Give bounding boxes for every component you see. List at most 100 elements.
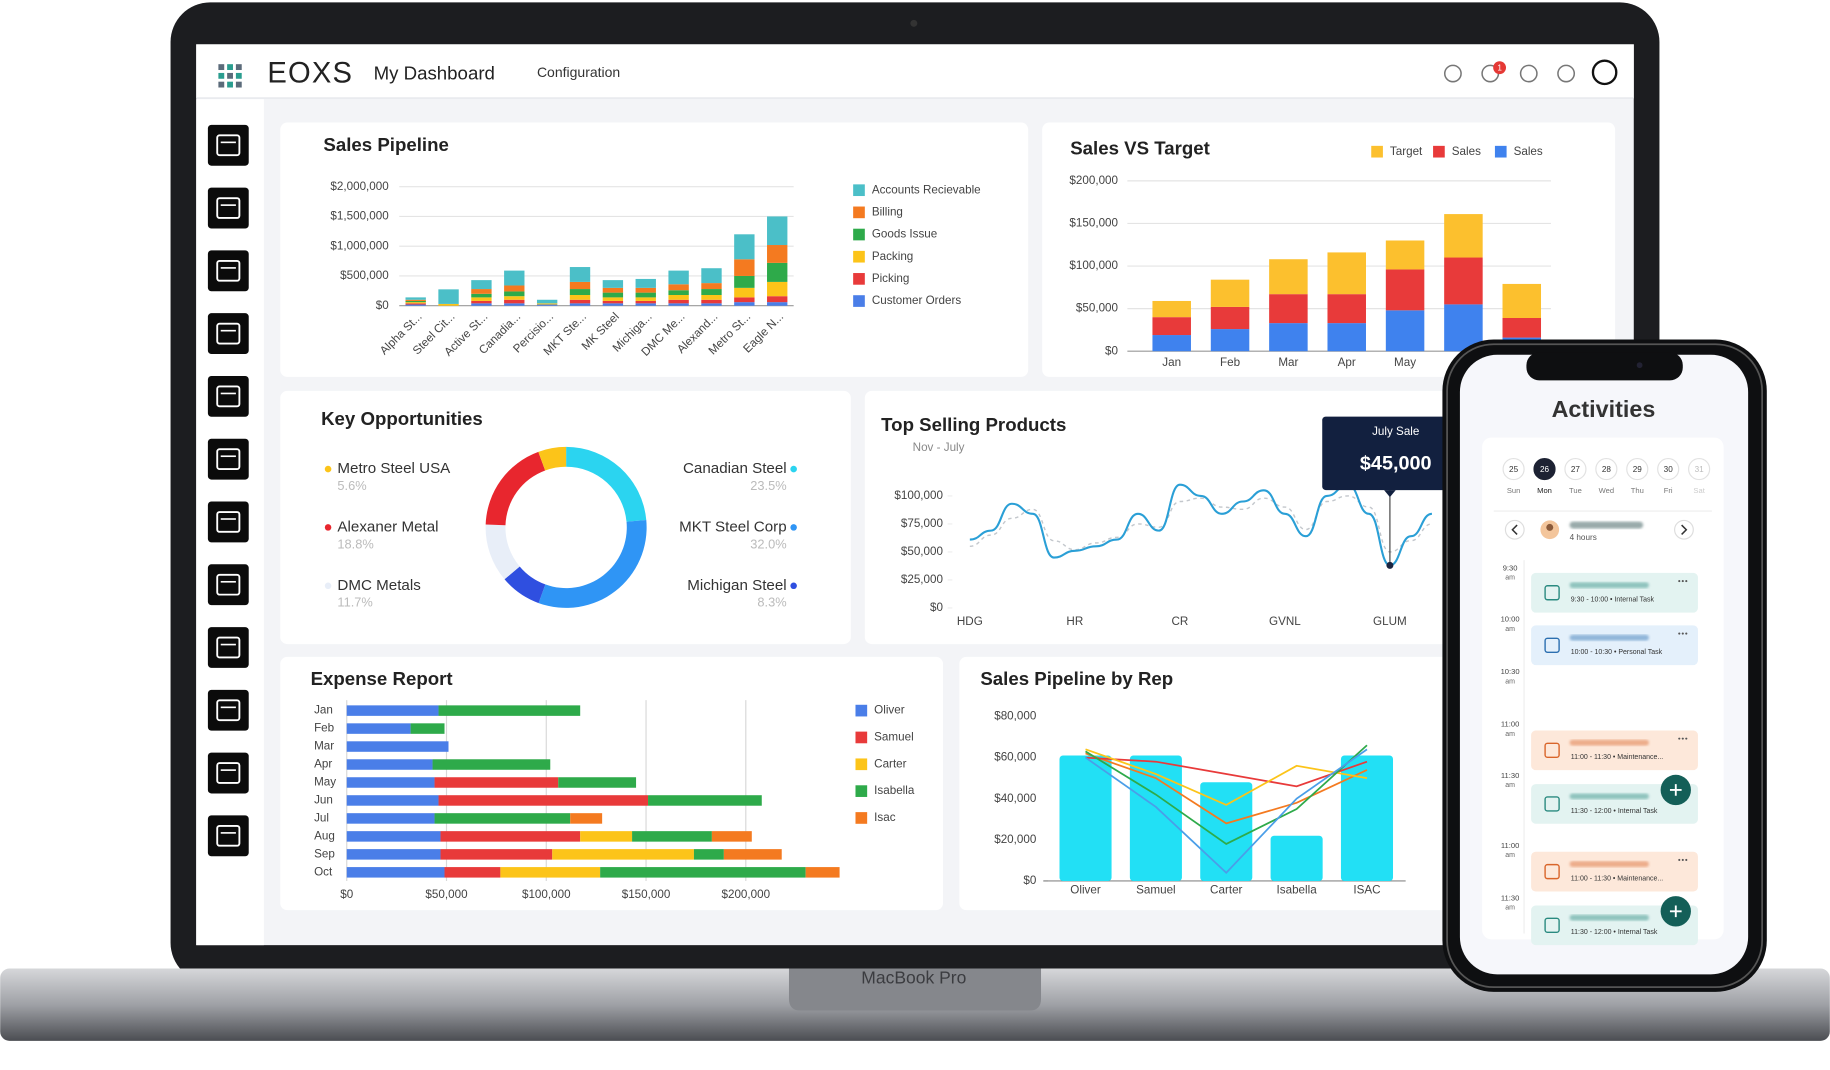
legend-dot [790, 465, 797, 473]
bar-segment [767, 216, 788, 246]
page-title[interactable]: My Dashboard [374, 63, 495, 84]
bar-segment [602, 292, 624, 298]
bar-segment [635, 297, 656, 301]
nav-icon[interactable] [207, 187, 249, 229]
time-period: am [1505, 574, 1515, 581]
x-tick-label: Carter [1210, 883, 1243, 896]
nav-icon[interactable] [207, 313, 249, 355]
chart-title: Expense Report [311, 668, 453, 689]
launcher-dot [227, 72, 233, 79]
day-chip[interactable] [1657, 457, 1680, 481]
x-tick-label: HR [1066, 615, 1083, 628]
legend-label: Sales [1514, 145, 1543, 158]
legend-label: Packing [872, 250, 913, 263]
day-chip[interactable] [1595, 457, 1618, 481]
bar-segment [434, 813, 571, 824]
more-dot [1685, 632, 1688, 635]
profile[interactable] [1591, 59, 1618, 86]
next-button[interactable] [1674, 519, 1694, 540]
day-name: Thu [1631, 486, 1644, 495]
day-chip[interactable] [1626, 457, 1649, 481]
x-tick-label: ISAC [1353, 883, 1380, 896]
header-icon[interactable] [1519, 64, 1538, 83]
nav-icon[interactable] [207, 627, 249, 668]
nav-icon[interactable] [207, 250, 249, 292]
nav-glyph [216, 636, 241, 659]
time-period: am [1505, 626, 1515, 633]
bar-segment [1327, 294, 1366, 324]
prev-button[interactable] [1504, 519, 1525, 540]
prev-arrow [1511, 524, 1518, 535]
bar-segment [1385, 269, 1425, 311]
bar-segment [701, 299, 722, 304]
value-label: 8.3% [757, 595, 786, 610]
bar-segment [405, 302, 426, 304]
nav-icon[interactable] [207, 689, 249, 731]
nav-icon[interactable] [207, 564, 249, 606]
nav-glyph [216, 448, 241, 471]
time-label: 10:00 [1501, 615, 1520, 624]
legend-label: Isac [874, 811, 896, 824]
phone-camera [1636, 362, 1643, 369]
event-card[interactable] [1531, 625, 1698, 666]
chart-title: Sales Pipeline by Rep [980, 668, 1173, 689]
bar-segment [504, 270, 525, 286]
header-icon[interactable] [1557, 64, 1576, 83]
day-chip[interactable] [1564, 457, 1587, 481]
bar-segment [635, 287, 656, 293]
y-tick-label: Oct [314, 865, 333, 878]
bar-segment [552, 849, 694, 860]
day-chip[interactable] [1502, 457, 1525, 481]
more-dot [1678, 858, 1681, 862]
nav-glyph [216, 259, 241, 282]
line-series [969, 483, 1433, 567]
legend-label: Oliver [874, 704, 905, 717]
nav-icon[interactable] [207, 438, 249, 480]
camera [910, 19, 918, 27]
nav-icon[interactable] [207, 501, 249, 543]
blurred-title [1569, 793, 1649, 800]
bar-segment [635, 300, 656, 304]
nav-link[interactable]: Configuration [537, 64, 620, 80]
bar-segment [1327, 252, 1366, 295]
y-tick-label: $2,000,000 [330, 180, 389, 193]
event-time: 11:30 - 12:00 • Internal Task [1571, 929, 1658, 936]
nav-icon[interactable] [207, 752, 249, 794]
app-launcher[interactable] [218, 64, 242, 88]
day-chip[interactable] [1533, 457, 1556, 481]
day-date: 25 [1509, 465, 1519, 474]
bar [1270, 835, 1323, 881]
donut-segment [566, 446, 647, 522]
x-tick-label: Samuel [1136, 883, 1176, 896]
bar-segment [440, 849, 553, 860]
nav-icon[interactable] [207, 124, 249, 166]
legend-swatch [853, 206, 865, 219]
value-label: 32.0% [750, 536, 786, 551]
legend-swatch [855, 758, 868, 771]
bar-segment [701, 289, 722, 296]
bar-segment [701, 303, 722, 306]
nav-icon[interactable] [207, 815, 249, 857]
event-card[interactable] [1531, 851, 1698, 892]
bar-segment [668, 303, 689, 306]
legend-label: Customer Orders [872, 294, 962, 307]
bar-segment [632, 831, 712, 842]
bar-segment [346, 705, 439, 716]
panel [280, 390, 851, 645]
event-card[interactable] [1531, 572, 1698, 613]
y-tick-label: $0 [1105, 344, 1118, 357]
event-icon [1544, 796, 1560, 812]
nav-icon[interactable] [207, 375, 249, 417]
bar-segment [723, 849, 782, 860]
bar-segment [1210, 329, 1250, 352]
legend-label: Metro Steel USA [337, 460, 451, 477]
x-tick-label: Oliver [1070, 883, 1101, 896]
donut-segment [485, 524, 520, 580]
bar-segment [569, 295, 591, 300]
event-card[interactable] [1531, 730, 1698, 771]
event-time: 11:00 - 11:30 • Maintenance... [1571, 754, 1664, 761]
bar-segment [500, 867, 601, 878]
bar-segment [767, 281, 788, 297]
day-chip[interactable] [1688, 457, 1711, 481]
header-icon[interactable] [1443, 64, 1462, 83]
